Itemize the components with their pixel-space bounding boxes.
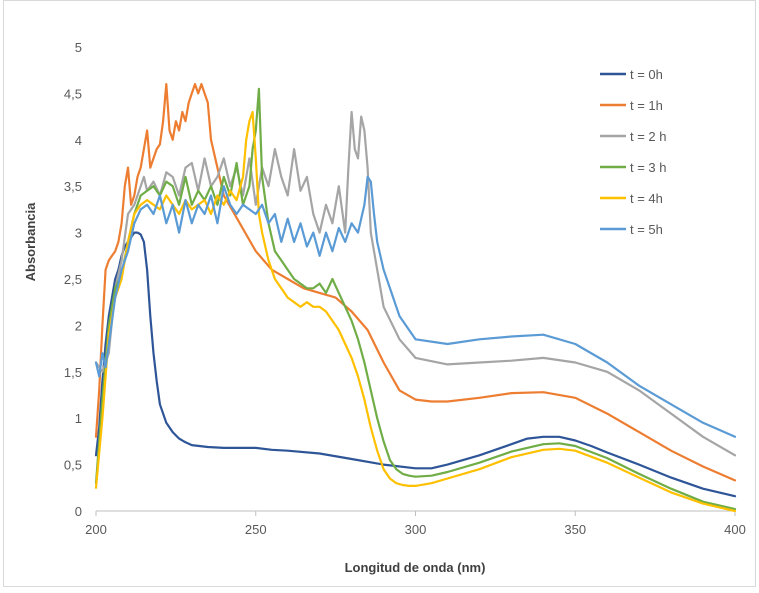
legend-label-2: t = 2 h [630,129,667,144]
series-line-0 [94,231,737,498]
series-line-3 [94,87,737,511]
series-line-4 [94,110,737,513]
y-tick-label: 2 [75,318,82,333]
x-tick-label: 300 [405,522,427,537]
x-tick-label: 250 [245,522,267,537]
y-tick-label: 0 [75,504,82,519]
legend-label-4: t = 4h [630,191,663,206]
y-tick-label: 2,5 [64,272,82,287]
legend-label-3: t = 3 h [630,160,667,175]
series-layer [94,82,737,513]
chart-border [3,0,756,587]
axes-layer: 200 250 300 350 400 0 0,5 1 1,5 2 2,5 3 3,5 4 4,5 5 [64,40,746,537]
legend-label-1: t = 1h [630,98,663,113]
x-tick-label: 400 [724,522,746,537]
x-axis-title: Longitud de onda (nm) [345,560,486,575]
y-tick-label: 4,5 [64,86,82,101]
y-tick-label: 1,5 [64,365,82,380]
y-tick-label: 3,5 [64,179,82,194]
x-tick-label: 350 [564,522,586,537]
y-tick-label: 5 [75,40,82,55]
x-tick-label: 200 [85,522,107,537]
series-line-5 [94,175,737,438]
y-tick-label: 1 [75,411,82,426]
legend: t = 0h t = 1h t = 2 h t = 3 h t = 4h t = 5h [600,67,667,237]
series-line-1 [94,82,737,482]
y-tick-label: 0,5 [64,458,82,473]
series-line-2 [94,110,737,457]
y-axis-title: Absorbancia [23,202,38,282]
legend-label-0: t = 0h [630,67,663,82]
legend-label-5: t = 5h [630,222,663,237]
y-tick-label: 3 [75,226,82,241]
y-tick-label: 4 [75,133,82,148]
